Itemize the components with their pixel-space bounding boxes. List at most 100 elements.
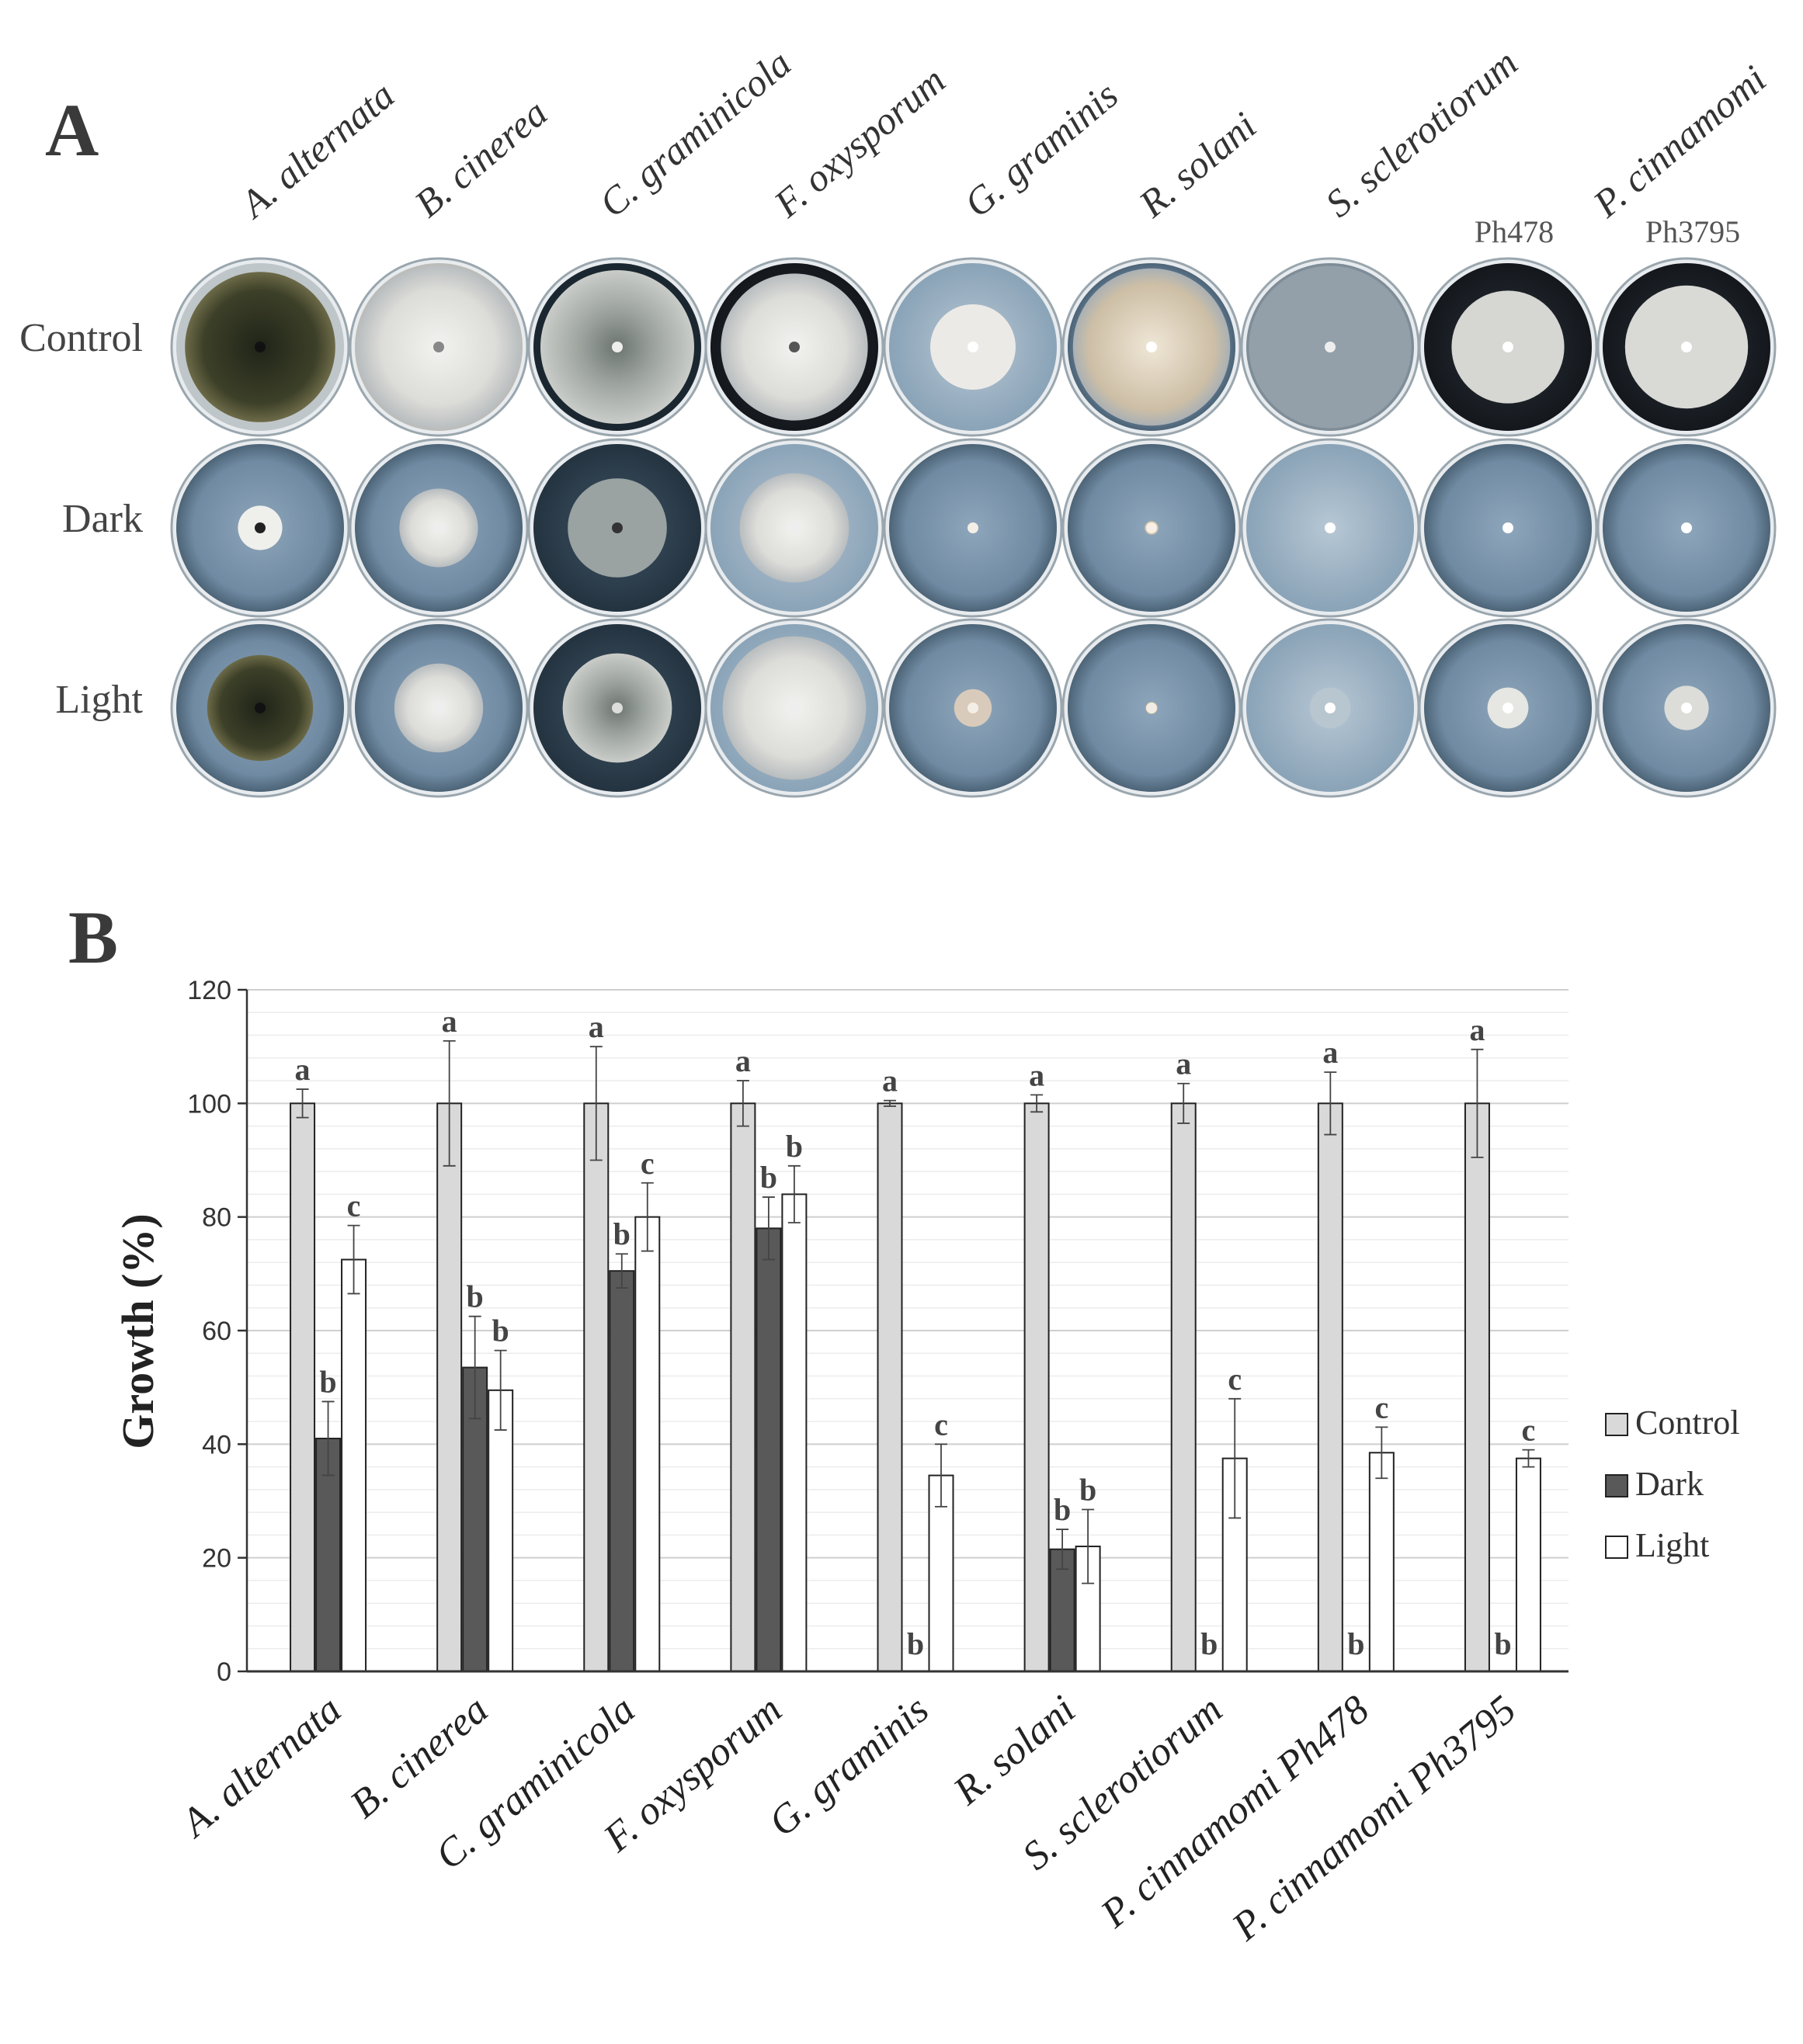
significance-letter: b: [1054, 1492, 1071, 1527]
petri-dish: [1418, 618, 1598, 798]
y-tick-label: 60: [202, 1317, 231, 1346]
petri-dish: [349, 257, 529, 437]
y-tick-label: 80: [202, 1203, 231, 1233]
species-label: P. cinnamomi: [1584, 57, 1774, 226]
significance-letter: b: [319, 1364, 336, 1399]
bar-control: [1317, 1102, 1343, 1673]
legend-label: Dark: [1635, 1465, 1704, 1503]
petri-dish: [1061, 438, 1242, 618]
legend-swatch: [1605, 1474, 1628, 1497]
chart-legend: Control Dark Light: [1605, 1404, 1739, 1564]
petri-dish: [883, 618, 1063, 798]
y-tick-label: 20: [202, 1544, 231, 1574]
bar-control: [436, 1102, 463, 1673]
bar-dark: [756, 1227, 782, 1673]
significance-letter: b: [1347, 1626, 1364, 1661]
x-category-label: G. graminis: [761, 1688, 937, 1845]
bar-light: [1368, 1452, 1395, 1673]
legend-swatch: [1605, 1536, 1628, 1559]
petri-dish: [349, 618, 529, 798]
legend-label: Light: [1635, 1526, 1709, 1564]
species-label: B. cinerea: [406, 91, 555, 226]
bar-dark: [609, 1270, 635, 1673]
significance-letter: c: [1228, 1362, 1242, 1397]
significance-letter: c: [934, 1407, 948, 1442]
bar-control: [290, 1102, 316, 1673]
bar-control: [877, 1102, 903, 1673]
x-category-label: A. alternata: [172, 1688, 349, 1847]
petri-dish: [1240, 257, 1420, 437]
petri-dish: [1061, 257, 1242, 437]
petri-dish: [1061, 618, 1242, 798]
significance-letter: a: [589, 1009, 604, 1044]
petri-dish: [1596, 257, 1777, 437]
species-label: R. solani: [1130, 103, 1264, 226]
bar-light: [634, 1216, 661, 1672]
significance-letter: b: [760, 1160, 777, 1195]
species-label: S. sclerotiorum: [1317, 40, 1526, 225]
significance-letter: a: [882, 1064, 898, 1098]
significance-letter: a: [1176, 1046, 1191, 1081]
species-label: C. graminicola: [591, 41, 799, 226]
x-category-label: P. cinnamomi Ph3795: [1224, 1688, 1524, 1950]
row-label: Dark: [62, 497, 143, 541]
significance-letter: b: [786, 1129, 803, 1164]
petri-dish: [170, 257, 350, 437]
petri-dish: [1596, 618, 1777, 798]
bar-dark: [315, 1438, 342, 1673]
significance-letter: a: [442, 1004, 457, 1039]
petri-dish: [1418, 438, 1598, 618]
significance-letter: a: [1322, 1035, 1338, 1070]
species-label: G. graminis: [956, 73, 1126, 225]
petri-dish: [170, 438, 350, 618]
bar-light: [1515, 1457, 1541, 1672]
bar-control: [1170, 1102, 1197, 1673]
significance-letter: b: [1079, 1472, 1096, 1507]
significance-letter: b: [1200, 1626, 1218, 1661]
petri-dish: [527, 618, 707, 798]
petri-dish: [170, 618, 350, 798]
significance-letter: c: [347, 1189, 361, 1223]
species-header: A. alternata B. cinerea C. graminicola F…: [231, 40, 1774, 249]
significance-letter: c: [1522, 1413, 1536, 1448]
legend-label: Control: [1635, 1404, 1739, 1442]
x-category-label: P. cinnamomi Ph478: [1093, 1688, 1377, 1937]
y-tick-label: 100: [187, 1089, 231, 1119]
y-tick-label: 40: [202, 1430, 231, 1459]
significance-letter: a: [1469, 1012, 1485, 1047]
petri-dish: [883, 438, 1063, 618]
y-axis-title: Growth (%): [113, 1213, 163, 1449]
petri-dish: [527, 438, 707, 618]
species-label: A. alternata: [231, 73, 402, 227]
legend-item: Light: [1605, 1526, 1709, 1564]
petri-dish: [349, 438, 529, 618]
petri-dish: [704, 438, 884, 618]
bar-control: [1023, 1102, 1050, 1673]
petri-dish: [1240, 438, 1420, 618]
species-label: F. oxysporum: [765, 58, 953, 226]
row-label: Light: [55, 678, 143, 722]
bar-light: [488, 1389, 514, 1672]
petri-dish: [1418, 257, 1598, 437]
y-tick-label: 0: [217, 1657, 231, 1687]
y-tick-label: 120: [187, 976, 231, 1005]
row-labels: Control Dark Light: [19, 316, 143, 722]
significance-letter: b: [492, 1314, 509, 1348]
bar-control: [730, 1102, 756, 1673]
petri-dish: [883, 257, 1063, 437]
y-axis: 0 20 40 60 80 100 120: [187, 976, 248, 1687]
significance-letter: a: [735, 1043, 751, 1078]
petri-dish: [704, 618, 884, 798]
significance-letter: c: [641, 1146, 655, 1181]
significance-letter: b: [467, 1279, 484, 1314]
petri-dish: [527, 257, 707, 437]
significance-letter: a: [295, 1052, 311, 1087]
panel-b-label: B: [68, 896, 118, 979]
bar-light: [781, 1193, 808, 1672]
bar-control: [583, 1102, 610, 1673]
bar-light: [341, 1258, 367, 1672]
